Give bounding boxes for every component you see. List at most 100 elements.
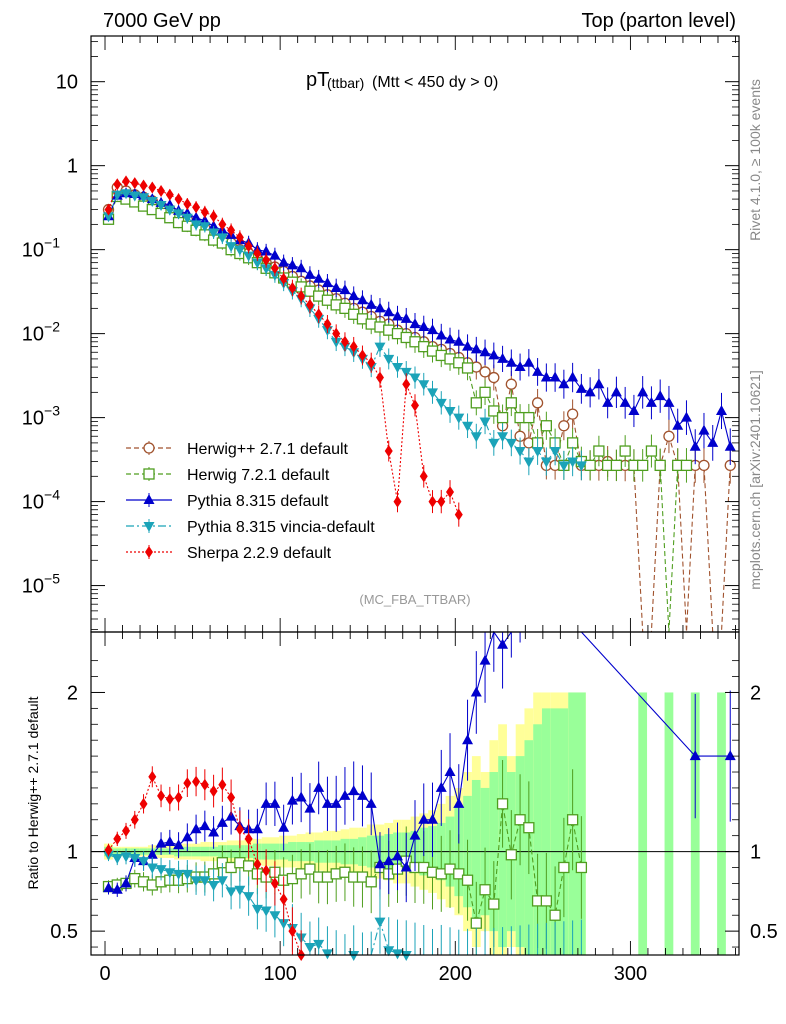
data-point [453, 413, 465, 424]
ratio-point [165, 793, 174, 806]
data-point [488, 371, 500, 384]
data-point [470, 432, 482, 443]
data-point [479, 366, 491, 378]
ratio-point [435, 781, 447, 792]
ratio-y-tick-label-right: 2 [750, 682, 761, 704]
data-point [384, 445, 393, 458]
data-point [120, 189, 132, 200]
ratio-point [278, 821, 290, 832]
data-point [218, 218, 227, 231]
ratio-point [138, 857, 150, 868]
data-point [514, 361, 526, 372]
ratio-point [383, 855, 395, 866]
y-tick-base: 10 [22, 240, 44, 262]
data-point [479, 417, 491, 428]
legend-entry-sherpa: Sherpa 2.2.9 default [126, 545, 332, 562]
data-point [435, 329, 447, 340]
data-point [208, 220, 220, 231]
data-point [505, 438, 517, 449]
data-point [139, 179, 148, 192]
ratio-point [260, 797, 272, 808]
data-point [358, 349, 367, 362]
data-point [514, 447, 526, 458]
ratio-point [216, 876, 228, 887]
data-point [558, 461, 570, 472]
ratio-y-axis-label: Ratio to Herwig++ 2.7.1 default [25, 696, 41, 889]
ratio-point [400, 951, 412, 961]
data-point [356, 294, 368, 305]
data-point [155, 201, 167, 212]
data-point [330, 281, 342, 292]
data-point [199, 222, 211, 233]
ratio-point [190, 876, 202, 887]
series-line-herwigpp [107, 186, 731, 633]
data-point [488, 438, 500, 449]
data-point [348, 290, 360, 301]
data-point [523, 457, 535, 468]
y-tick-label: 10−1 [22, 235, 60, 262]
data-point [243, 251, 255, 262]
data-point [173, 209, 185, 220]
y-tick-exponent: −3 [44, 403, 60, 419]
data-point [216, 233, 228, 244]
ratio-y-tick-label-right: 1 [750, 842, 761, 864]
data-point [402, 378, 411, 391]
ratio-point [479, 654, 491, 665]
ratio-point [269, 797, 281, 808]
data-point [200, 206, 209, 219]
data-point [174, 193, 183, 206]
ratio-point [146, 863, 158, 874]
data-point [165, 188, 174, 201]
data-point [444, 406, 456, 417]
ratio-point [339, 789, 351, 800]
data-point [251, 258, 263, 269]
ratio-point [216, 816, 228, 827]
ratio-point [304, 802, 316, 813]
data-point [104, 203, 113, 216]
data-point [253, 247, 262, 260]
ratio-point [356, 789, 368, 800]
ratio-point [130, 813, 139, 826]
ratio-point [453, 797, 465, 808]
ratio-point [173, 869, 185, 880]
data-point [332, 327, 341, 340]
data-point [523, 411, 535, 424]
ratio-panel: 0.5 0.5 1 1 2 2 0 100 200 300 Ratio to Herwig++ … [25, 630, 778, 985]
y-tick-label: 10−4 [22, 487, 60, 514]
ratio-point [103, 882, 115, 893]
ratio-series-herwig7 [102, 760, 588, 955]
data-point [209, 210, 218, 223]
data-point [479, 346, 491, 357]
uncertainty-band-inner [664, 692, 674, 955]
data-point [374, 302, 386, 313]
ratio-point [251, 904, 263, 915]
y-tick-exponent: −4 [44, 487, 60, 503]
ratio-point [183, 777, 192, 790]
data-point [393, 495, 402, 508]
data-point [715, 404, 727, 415]
data-point [208, 228, 220, 239]
data-point [297, 290, 306, 303]
ratio-point [279, 893, 288, 906]
ratio-point [209, 785, 218, 798]
ratio-point [242, 860, 255, 872]
data-point [313, 272, 325, 283]
ratio-point [251, 823, 263, 834]
data-point [566, 408, 579, 420]
data-point [288, 281, 297, 294]
ratio-point [200, 778, 209, 791]
ratio-point [122, 824, 131, 837]
data-point [374, 342, 386, 353]
data-point [260, 245, 272, 256]
data-point [435, 398, 447, 409]
series-line-vincia [107, 192, 582, 467]
data-point [532, 365, 544, 376]
plot-title-condition: (Mtt < 450 dy > 0) [372, 74, 498, 91]
data-point [461, 362, 474, 374]
ratio-point [409, 829, 421, 840]
x-tick-label: 200 [439, 963, 472, 985]
data-point [663, 430, 675, 442]
ratio-point [365, 876, 377, 888]
ratio-point [181, 869, 193, 880]
data-point [400, 367, 412, 378]
